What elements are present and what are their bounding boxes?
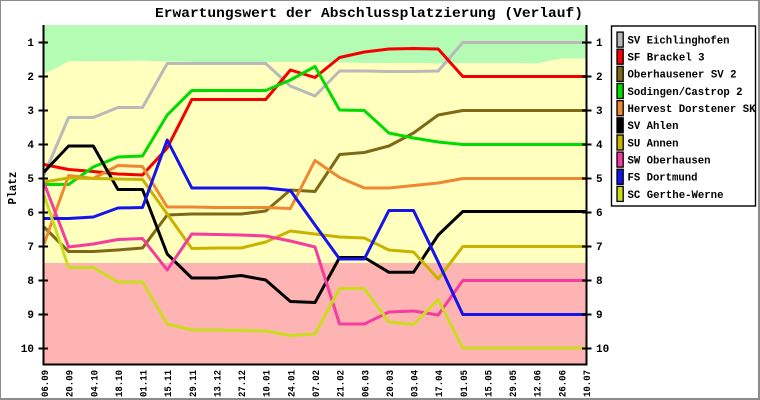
svg-text:20.03: 20.03: [386, 370, 397, 397]
svg-text:5: 5: [27, 174, 34, 186]
svg-text:29.05: 29.05: [509, 370, 520, 397]
svg-text:4: 4: [596, 140, 603, 152]
svg-text:Hervest Dorstener SK: Hervest Dorstener SK: [628, 104, 756, 116]
svg-text:Erwartungswert der Abschlusspl: Erwartungswert der Abschlussplatzierung …: [155, 6, 583, 22]
svg-text:13.12: 13.12: [214, 370, 225, 397]
svg-text:18.10: 18.10: [115, 370, 126, 397]
svg-text:2: 2: [27, 72, 34, 84]
svg-text:7: 7: [596, 242, 603, 254]
svg-text:01.11: 01.11: [140, 370, 151, 397]
svg-text:SF Brackel 3: SF Brackel 3: [628, 53, 705, 65]
svg-text:SW Oberhausen: SW Oberhausen: [628, 155, 711, 167]
svg-text:27.12: 27.12: [238, 370, 249, 397]
svg-text:9: 9: [27, 310, 34, 322]
svg-text:SU Annen: SU Annen: [628, 138, 679, 150]
svg-text:17.04: 17.04: [435, 370, 446, 397]
svg-text:20.09: 20.09: [66, 370, 77, 397]
svg-text:29.11: 29.11: [189, 370, 200, 397]
svg-text:2: 2: [596, 72, 603, 84]
svg-text:06.03: 06.03: [361, 370, 372, 397]
svg-text:3: 3: [596, 106, 603, 118]
svg-text:10.01: 10.01: [263, 370, 274, 397]
svg-text:SV Ahlen: SV Ahlen: [628, 121, 679, 133]
svg-text:4: 4: [27, 140, 34, 152]
svg-text:26.06: 26.06: [558, 370, 569, 397]
svg-text:5: 5: [596, 174, 603, 186]
svg-text:6: 6: [27, 208, 34, 220]
svg-text:Platz: Platz: [6, 172, 20, 205]
svg-text:10.07: 10.07: [583, 370, 594, 397]
svg-text:06.09: 06.09: [41, 370, 52, 397]
svg-text:03.04: 03.04: [411, 370, 422, 397]
svg-text:8: 8: [27, 276, 34, 288]
svg-text:12.06: 12.06: [534, 370, 545, 397]
svg-text:04.10: 04.10: [90, 370, 101, 397]
svg-text:15.05: 15.05: [485, 370, 496, 397]
svg-text:8: 8: [596, 276, 603, 288]
svg-text:10: 10: [596, 344, 609, 356]
svg-text:24.01: 24.01: [287, 370, 298, 397]
svg-text:SC Gerthe-Werne: SC Gerthe-Werne: [628, 190, 724, 202]
svg-text:1: 1: [27, 38, 34, 50]
svg-text:Sodingen/Castrop 2: Sodingen/Castrop 2: [628, 87, 743, 99]
svg-text:21.02: 21.02: [337, 370, 348, 397]
svg-text:7: 7: [27, 242, 34, 254]
svg-text:01.05: 01.05: [460, 370, 471, 397]
svg-text:10: 10: [21, 344, 34, 356]
svg-text:15.11: 15.11: [164, 370, 175, 397]
svg-text:1: 1: [596, 38, 603, 50]
svg-text:FS Dortmund: FS Dortmund: [628, 173, 698, 185]
svg-text:3: 3: [27, 106, 34, 118]
svg-text:6: 6: [596, 208, 603, 220]
svg-text:SV Eichlinghofen: SV Eichlinghofen: [628, 35, 730, 47]
svg-text:Oberhausener SV 2: Oberhausener SV 2: [628, 70, 737, 82]
svg-text:9: 9: [596, 310, 603, 322]
svg-text:07.02: 07.02: [312, 370, 323, 397]
